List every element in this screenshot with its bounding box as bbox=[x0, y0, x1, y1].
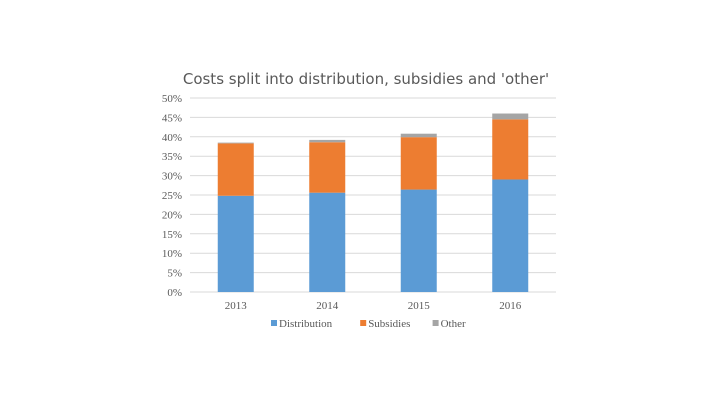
bar-subsidies-2016 bbox=[492, 119, 529, 180]
x-axis-ticks: 2013 2014 2015 2016 bbox=[225, 300, 522, 312]
y-tick-label: 25% bbox=[162, 190, 182, 202]
y-tick-label: 30% bbox=[162, 171, 182, 183]
y-tick-label: 40% bbox=[162, 132, 182, 144]
legend-label-distribution: Distribution bbox=[279, 318, 333, 330]
x-tick-label: 2015 bbox=[408, 300, 431, 312]
legend-swatch-other bbox=[432, 320, 439, 326]
bar-subsidies-2014 bbox=[309, 142, 346, 193]
legend-swatch-distribution bbox=[271, 320, 277, 326]
bar-subsidies-2015 bbox=[400, 137, 437, 190]
y-tick-label: 5% bbox=[167, 268, 182, 280]
y-tick-label: 35% bbox=[162, 151, 182, 163]
legend-label-other: Other bbox=[441, 318, 466, 330]
bar-other-2016 bbox=[492, 113, 529, 120]
bar-other-2013 bbox=[217, 142, 254, 144]
bar-distribution-2016 bbox=[492, 179, 529, 292]
bar-other-2015 bbox=[400, 133, 437, 138]
bar-distribution-2013 bbox=[217, 195, 254, 292]
legend-swatch-subsidies bbox=[360, 320, 367, 326]
bar-distribution-2014 bbox=[309, 192, 346, 292]
y-axis-ticks: 0% 5% 10% 15% 20% 25% 30% 35% 40% 45% 50% bbox=[162, 93, 182, 299]
bar-distribution-2015 bbox=[400, 189, 437, 292]
y-tick-label: 10% bbox=[162, 248, 182, 260]
y-tick-label: 50% bbox=[162, 93, 182, 105]
legend-label-subsidies: Subsidies bbox=[368, 318, 410, 330]
legend: Distribution Subsidies Other bbox=[271, 318, 466, 330]
bar-subsidies-2013 bbox=[217, 143, 254, 196]
x-tick-label: 2013 bbox=[225, 300, 248, 312]
y-tick-label: 45% bbox=[162, 112, 182, 124]
x-tick-label: 2016 bbox=[499, 300, 522, 312]
bar-other-2014 bbox=[309, 139, 346, 143]
chart-title: Costs split into distribution, subsidies… bbox=[183, 70, 549, 88]
y-tick-label: 20% bbox=[162, 209, 182, 221]
y-tick-label: 15% bbox=[162, 229, 182, 241]
bars bbox=[217, 113, 529, 292]
x-tick-label: 2014 bbox=[316, 300, 339, 312]
y-tick-label: 0% bbox=[167, 287, 182, 299]
